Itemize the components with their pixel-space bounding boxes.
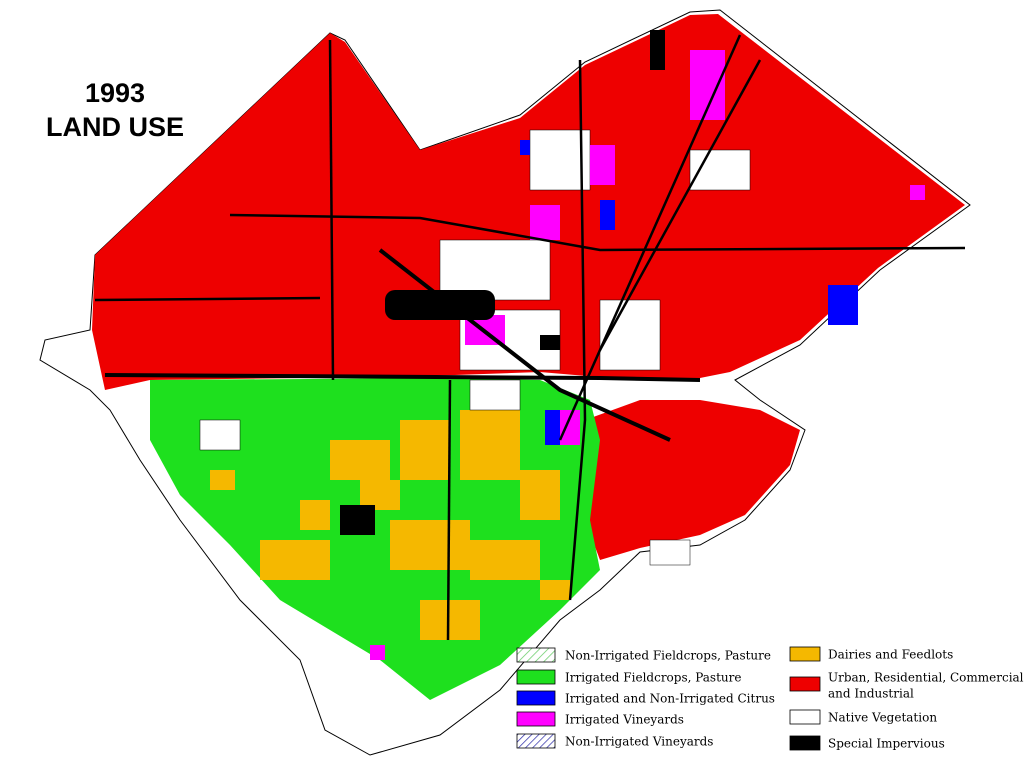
legend-swatch — [516, 690, 556, 706]
legend-label: Non-Irrigated Vineyards — [565, 735, 713, 749]
dairy-patches — [210, 410, 570, 640]
legend-label: Dairies and Feedlots — [828, 648, 953, 662]
legend-label: Irrigated Fieldcrops, Pasture — [565, 671, 741, 685]
legend-swatch — [789, 676, 821, 692]
legend-swatch — [789, 709, 821, 725]
legend-swatch — [789, 735, 821, 751]
map-title-subject: LAND USE — [46, 112, 184, 142]
legend-swatch — [516, 647, 556, 663]
legend-swatch — [516, 733, 556, 749]
legend-swatch — [789, 646, 821, 662]
legend-swatch — [516, 711, 556, 727]
impervious-patches — [340, 30, 665, 535]
urban-area — [92, 14, 965, 390]
legend-label: Native Vegetation — [828, 711, 937, 725]
legend: Non-Irrigated Fieldcrops, Pasture Irriga… — [516, 646, 1024, 751]
legend-swatch — [516, 669, 556, 685]
legend-label: Urban, Residential, Commercial, — [828, 671, 1024, 685]
map-area — [39, 9, 971, 756]
urban-area-southeast — [585, 400, 800, 560]
legend-label: and Industrial — [828, 687, 914, 701]
roads — [94, 34, 966, 641]
legend-label: Special Impervious — [828, 737, 945, 751]
legend-label: Irrigated and Non-Irrigated Citrus — [565, 692, 775, 706]
citrus-patches — [520, 140, 858, 445]
map-title-year: 1993 — [85, 78, 145, 108]
legend-label: Irrigated Vineyards — [565, 713, 684, 727]
legend-label: Non-Irrigated Fieldcrops, Pasture — [565, 649, 771, 663]
